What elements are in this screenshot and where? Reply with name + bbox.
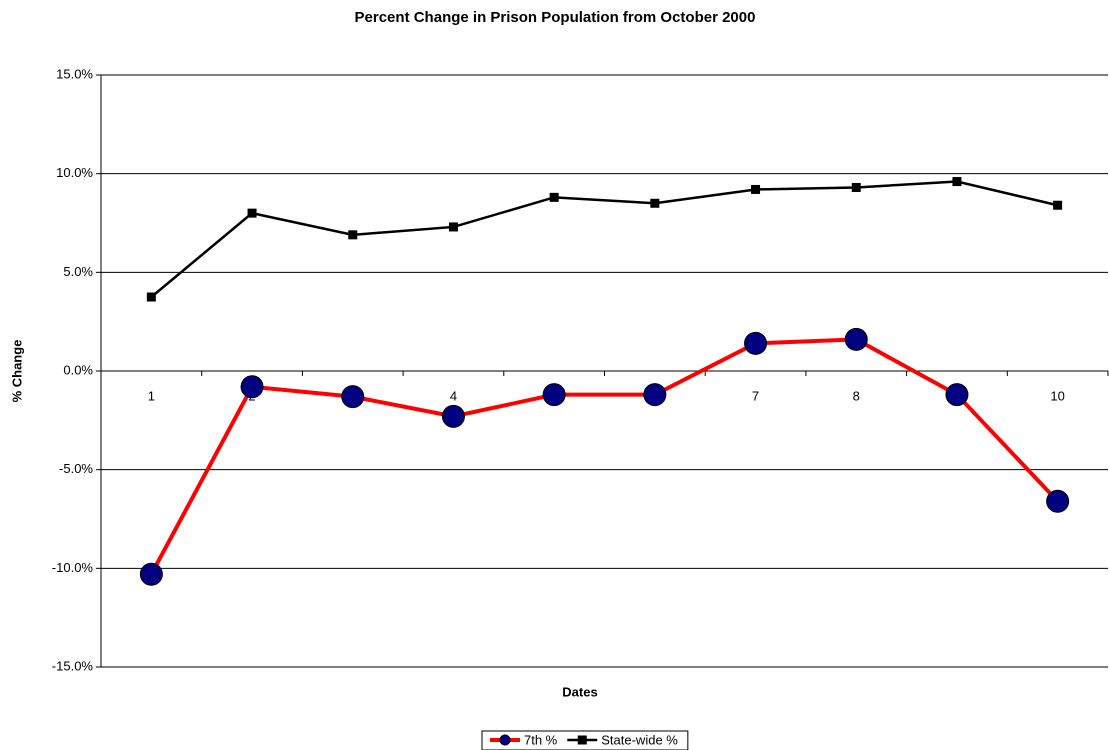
x-axis-title: Dates — [562, 684, 597, 699]
x-tick-label: 1 — [148, 388, 155, 403]
marker — [139, 562, 163, 586]
series-line — [150, 180, 1058, 298]
marker — [650, 198, 660, 208]
marker — [851, 182, 861, 192]
marker — [348, 230, 358, 240]
marker — [952, 177, 962, 187]
marker — [751, 184, 761, 194]
marker — [549, 192, 559, 202]
y-tick-label: 15.0% — [56, 66, 93, 81]
marker — [146, 292, 156, 302]
x-tick-label: 8 — [853, 388, 860, 403]
marker — [744, 331, 768, 355]
marker — [844, 327, 868, 351]
series-line — [149, 337, 1060, 576]
x-tick-label: 10 — [1050, 388, 1064, 403]
marker — [1053, 200, 1063, 210]
marker — [441, 404, 465, 428]
y-tick-label: 10.0% — [56, 165, 93, 180]
y-tick-label: 5.0% — [63, 264, 93, 279]
marker — [341, 385, 365, 409]
legend-label: State-wide % — [601, 732, 678, 747]
marker — [542, 383, 566, 407]
y-tick-label: -5.0% — [59, 461, 93, 476]
y-tick-label: 0.0% — [63, 362, 93, 377]
marker — [240, 375, 264, 399]
marker — [247, 208, 257, 218]
legend-label: 7th % — [524, 732, 558, 747]
x-tick-label: 4 — [450, 388, 457, 403]
marker — [945, 383, 969, 407]
marker — [1046, 489, 1070, 513]
marker — [499, 734, 511, 746]
chart-title: Percent Change in Prison Population from… — [355, 9, 756, 26]
y-axis-title: % Change — [9, 340, 24, 403]
legend: 7th % State-wide % — [481, 730, 689, 750]
x-tick-label: 7 — [752, 388, 759, 403]
y-tick-label: -10.0% — [52, 560, 94, 575]
y-tick-label: -15.0% — [52, 658, 94, 673]
marker — [448, 222, 458, 232]
marker — [577, 735, 587, 745]
marker — [643, 383, 667, 407]
